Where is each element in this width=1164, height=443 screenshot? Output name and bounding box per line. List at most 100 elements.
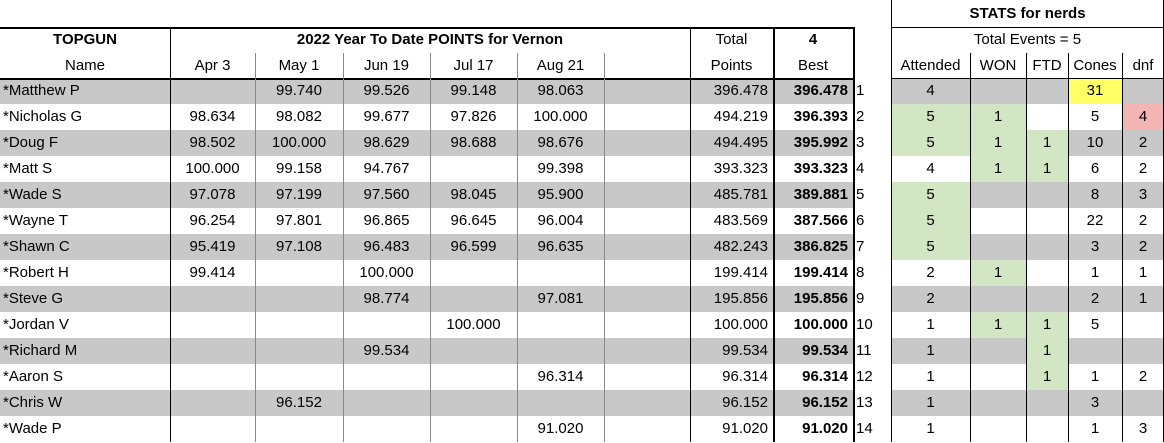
cones-count: [1068, 338, 1122, 364]
grid-line: [343, 53, 344, 442]
event-score: [517, 338, 604, 364]
cones-count: 1: [1090, 368, 1100, 385]
rank-number: 7: [856, 238, 865, 255]
event-score: [343, 312, 430, 338]
best-points: 96.152: [802, 394, 848, 411]
event-score: [604, 286, 690, 312]
grid-line: [891, 78, 1164, 79]
dnf-count: 2: [1138, 238, 1148, 255]
best-points: 389.881: [793, 186, 848, 203]
event-score: 97.108: [276, 238, 322, 255]
total-points: 393.323: [713, 160, 768, 177]
event-score: 98.634: [189, 108, 236, 125]
rank-number: 4: [856, 160, 865, 177]
won-count: [970, 286, 1026, 312]
cones-count: 31: [1068, 78, 1122, 104]
won-count: 1: [970, 104, 1026, 130]
rank-number: 11: [856, 342, 872, 359]
event-score: [517, 260, 604, 286]
row-band: [0, 390, 853, 416]
best-points: 386.825: [793, 238, 848, 255]
grid-line: [773, 27, 775, 442]
event-score: 100.000: [533, 108, 588, 125]
attended-count: 1: [926, 316, 935, 333]
event-score: 95.419: [189, 238, 236, 255]
dnf-count: 1: [1138, 290, 1148, 307]
ftd-count: 1: [1026, 338, 1068, 364]
dnf-count: [1122, 312, 1164, 338]
attended-count: 5: [891, 130, 970, 156]
event-header: Jul 17: [453, 57, 494, 74]
grid-line: [891, 0, 892, 442]
event-score: 99.398: [537, 160, 584, 177]
stats-column-header: dnf: [1132, 57, 1154, 74]
driver-name: *Matt S: [3, 160, 53, 177]
attended-count: 5: [891, 234, 970, 260]
ftd-count: 1: [1026, 130, 1068, 156]
attended-count: 1: [926, 342, 935, 359]
event-score: [604, 208, 690, 234]
sheet-title: 2022 Year To Date POINTS for Vernon: [296, 31, 564, 48]
driver-name: *Wayne T: [3, 212, 69, 229]
driver-name: *Aaron S: [3, 368, 64, 385]
driver-name: *Wade P: [3, 420, 62, 437]
attended-count: 2: [926, 290, 935, 307]
event-score: [604, 416, 690, 442]
driver-name: *Wade S: [3, 186, 62, 203]
dnf-count: [1122, 338, 1164, 364]
driver-name: *Shawn C: [3, 238, 70, 255]
cones-count: 3: [1090, 238, 1100, 255]
event-score: [170, 364, 255, 390]
driver-name: *Nicholas G: [3, 108, 83, 125]
event-score: [343, 390, 430, 416]
event-score: [604, 78, 690, 104]
grid-line: [430, 53, 431, 442]
total-points: 485.781: [713, 186, 768, 203]
event-score: 98.502: [189, 134, 236, 151]
event-score: 96.599: [450, 238, 497, 255]
grid-line: [970, 53, 971, 442]
won-count: [970, 78, 1026, 104]
stats-column-header: WON: [979, 57, 1017, 74]
grid-line: [517, 53, 518, 442]
event-score: 96.314: [537, 368, 584, 385]
event-score: 98.688: [450, 134, 497, 151]
total-points: 482.243: [713, 238, 768, 255]
event-score: [430, 390, 517, 416]
rank-number: 8: [856, 264, 865, 281]
event-score: 97.081: [537, 290, 584, 307]
event-score: 97.199: [276, 186, 322, 203]
ftd-count: [1026, 104, 1068, 130]
event-score: 99.158: [276, 160, 322, 177]
best-points: 396.393: [793, 108, 848, 125]
rank-number: 3: [856, 134, 865, 151]
stats-column-header: Attended: [900, 57, 961, 74]
attended-count: 5: [891, 182, 970, 208]
driver-name: *Jordan V: [3, 316, 69, 333]
event-score: 91.020: [537, 420, 584, 437]
total-header-bottom: Points: [710, 57, 753, 74]
event-score: [255, 364, 343, 390]
grid-line: [773, 27, 853, 29]
event-header: Apr 3: [194, 57, 231, 74]
event-header: Jun 19: [363, 57, 410, 74]
total-points: 99.534: [722, 342, 768, 359]
best-header: Best: [797, 57, 828, 74]
event-score: [604, 104, 690, 130]
event-score: 97.801: [276, 212, 322, 229]
driver-name: *Robert H: [3, 264, 69, 281]
dnf-count: 3: [1138, 420, 1148, 437]
row-band: [0, 286, 853, 312]
ftd-count: [1026, 234, 1068, 260]
driver-name: *Richard M: [3, 342, 78, 359]
event-header: [604, 53, 690, 78]
driver-name: *Doug F: [3, 134, 59, 151]
grid-line: [853, 27, 855, 442]
stats-subtitle: Total Events = 5: [973, 31, 1082, 48]
event-header: May 1: [278, 57, 320, 74]
driver-name: *Chris W: [3, 394, 63, 411]
best-points: 393.323: [793, 160, 848, 177]
event-score: 98.629: [363, 134, 410, 151]
row-band: [0, 234, 853, 260]
rank-number: 10: [856, 316, 873, 333]
